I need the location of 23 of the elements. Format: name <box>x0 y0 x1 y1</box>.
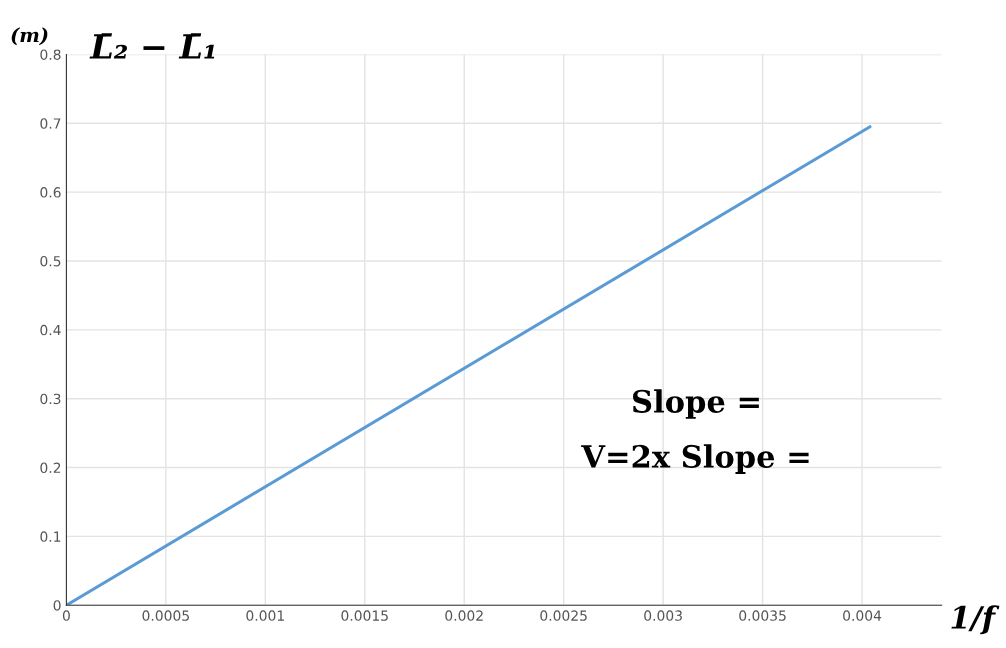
x-tick-label: 0.0015 <box>341 610 388 621</box>
y-tick-label: 0.1 <box>40 531 61 542</box>
y-tick-label: 0.3 <box>40 393 61 405</box>
y-tick-label: 0.7 <box>40 118 61 129</box>
x-tick-label: 0.0025 <box>540 610 587 621</box>
y-tick-label: 0 <box>53 600 61 611</box>
x-tick-label: 0.0035 <box>739 610 786 621</box>
x-tick-label: 0.004 <box>843 610 882 621</box>
text: (m) <box>11 27 48 46</box>
x-tick-label: 0 <box>62 610 70 621</box>
y-tick-label: 0.5 <box>40 255 61 267</box>
x-tick-label: 0.003 <box>644 610 682 621</box>
y-tick-label: 0.8 <box>40 49 61 60</box>
x-tick-label: 0.002 <box>445 610 483 621</box>
y-tick-label: 0.4 <box>40 324 61 336</box>
x-axis-title: 1/f <box>951 605 1000 635</box>
x-tick-label: 0.0005 <box>142 610 189 621</box>
y-tick-label: 0.6 <box>40 187 61 198</box>
annotation: V=2x Slope = <box>581 444 809 474</box>
y-axis-title: L̄₂ − L̄₁ <box>89 33 215 59</box>
annotation: Slope = <box>633 389 759 419</box>
x-tick-label: 0.001 <box>246 610 284 621</box>
y-tick-label: 0.2 <box>40 462 61 474</box>
